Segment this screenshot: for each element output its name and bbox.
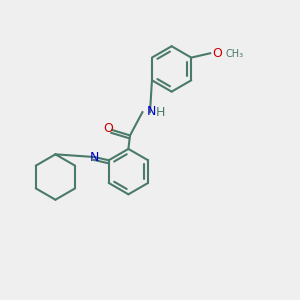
Text: N: N — [90, 151, 99, 164]
Text: H: H — [156, 106, 165, 119]
Text: O: O — [103, 122, 113, 135]
Text: O: O — [212, 47, 222, 60]
Text: CH₃: CH₃ — [225, 49, 243, 59]
Text: N: N — [146, 105, 156, 118]
